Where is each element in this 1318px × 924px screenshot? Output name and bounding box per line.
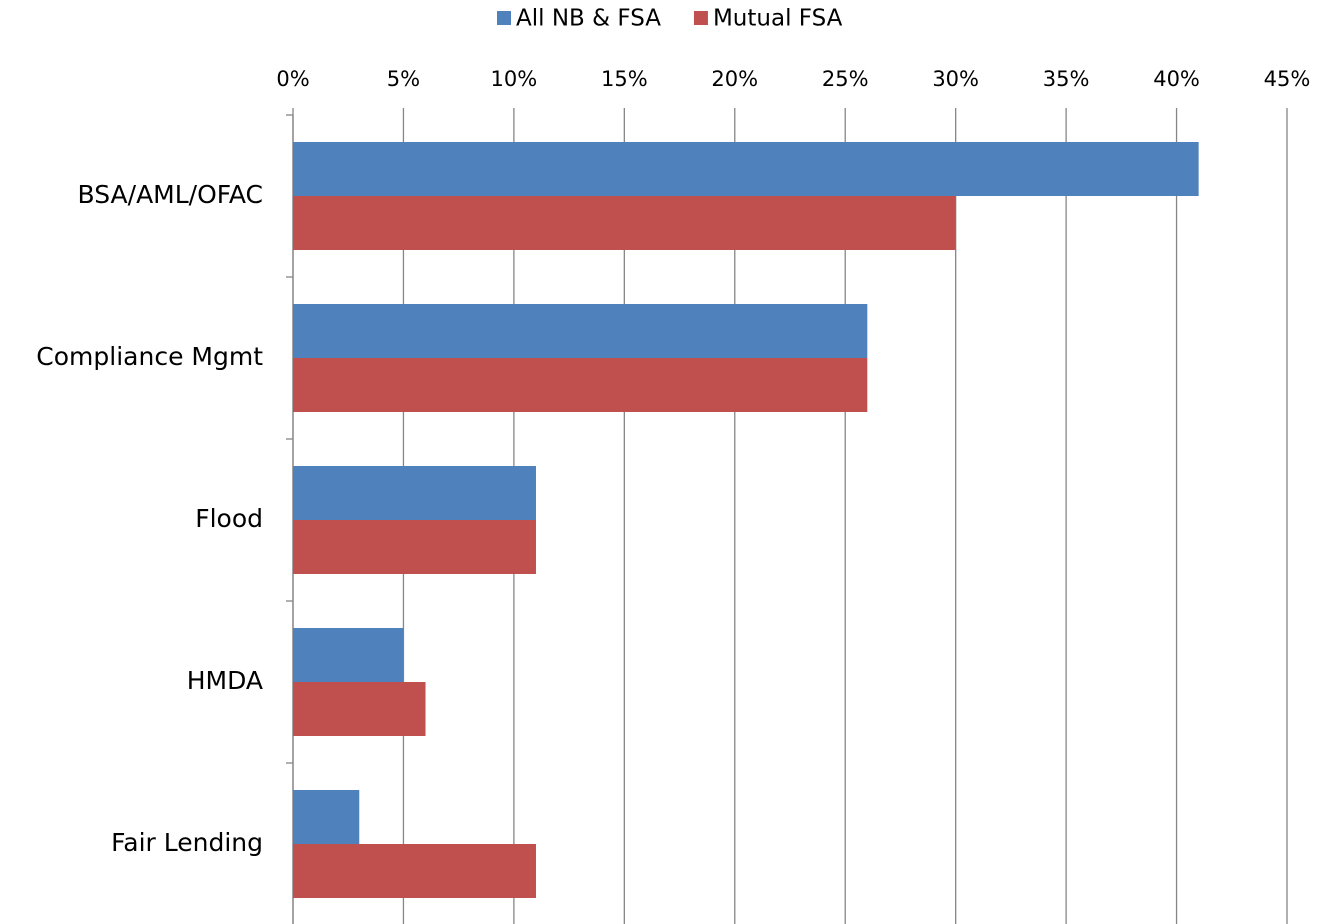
y-tick-label: BSA/AML/OFAC [78,180,263,209]
bar [293,628,404,682]
bar [293,358,868,412]
bar [293,304,868,358]
bar [293,466,536,520]
legend-label: Mutual FSA [713,6,843,32]
bar [293,682,426,736]
legend-label: All NB & FSA [516,6,661,32]
bar [293,844,536,898]
bar [293,790,360,844]
x-tick-label: 25% [822,67,869,91]
x-tick-label: 5% [387,67,420,91]
x-tick-label: 35% [1043,67,1090,91]
bar [293,196,956,250]
y-tick-label: HMDA [187,666,263,695]
y-tick-label: Compliance Mgmt [36,342,263,371]
x-tick-label: 10% [491,67,538,91]
x-tick-label: 15% [601,67,648,91]
y-tick-label: Flood [195,504,263,533]
x-tick-label: 0% [276,67,309,91]
bar [293,520,536,574]
y-tick-label: Fair Lending [111,828,263,857]
x-tick-label: 30% [932,67,979,91]
legend-swatch [497,11,511,25]
x-tick-label: 45% [1264,67,1311,91]
legend-swatch [693,11,708,25]
x-tick-label: 20% [711,67,758,91]
x-tick-label: 40% [1153,67,1200,91]
bar [293,142,1199,196]
